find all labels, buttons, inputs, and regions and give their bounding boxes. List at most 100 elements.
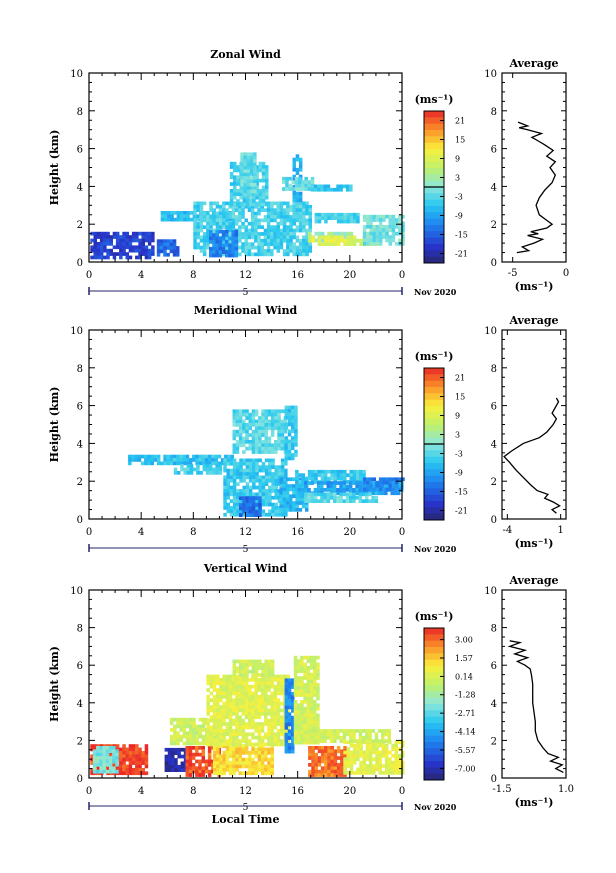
heatmap-cell [244, 691, 249, 696]
heatmap-cell [122, 751, 126, 755]
heatmap-cell [349, 750, 354, 755]
heatmap-cell [225, 708, 230, 713]
heatmap-cell [180, 761, 185, 766]
heatmap-cell [313, 666, 317, 670]
heatmap-cell [264, 478, 269, 483]
heatmap-cell [185, 454, 190, 459]
heatmap-cell [228, 238, 232, 243]
heatmap-cell [242, 506, 246, 511]
heatmap-cell [282, 218, 287, 223]
heatmap-cell [375, 214, 380, 219]
heatmap-cell [207, 769, 212, 774]
heatmap-cell [276, 718, 281, 723]
heatmap-cell [245, 202, 250, 207]
heatmap-cell [282, 180, 286, 184]
heatmap-cell [291, 722, 295, 727]
heatmap-cell [311, 752, 315, 757]
average-x-tick-label: 0 [563, 268, 569, 279]
heatmap-cell [206, 712, 210, 716]
heatmap-cell [246, 169, 251, 174]
heatmap-cell [270, 691, 274, 696]
heatmap-cell [320, 184, 324, 189]
heatmap-cell [238, 754, 242, 759]
heatmap-cell [244, 238, 248, 243]
heatmap-cell [225, 245, 229, 250]
heatmap-cell [324, 763, 328, 767]
heatmap-cell [238, 423, 243, 427]
heatmap-cell [189, 464, 194, 468]
heatmap-cell [261, 465, 266, 469]
heatmap-cell [264, 502, 269, 507]
heatmap-cell [361, 499, 366, 503]
heatmap-cell [254, 669, 259, 674]
heatmap-cell [326, 735, 331, 740]
heatmap-cell [242, 419, 246, 424]
heatmap-cell [286, 708, 290, 713]
heatmap-cell [261, 485, 266, 490]
heatmap-cell [206, 245, 210, 250]
heatmap-cell [286, 204, 290, 209]
heatmap-cell [245, 458, 250, 463]
heatmap-cell [398, 221, 402, 226]
heatmap-cell [201, 773, 205, 777]
heatmap-cell [309, 720, 314, 725]
heatmap-cell [115, 231, 120, 236]
heatmap-cell [324, 216, 328, 220]
heatmap-cell [295, 195, 300, 199]
heatmap-cell [223, 482, 227, 486]
average-x-tick-label: 1 [557, 525, 563, 536]
heatmap-cell [219, 705, 223, 709]
heatmap-cell [257, 238, 261, 243]
heatmap-cell [239, 461, 243, 466]
heatmap-cell [192, 734, 196, 739]
heatmap-cell [225, 725, 230, 730]
heatmap-cell [313, 495, 318, 500]
heatmap-cell [394, 757, 398, 762]
heatmap-cell [295, 215, 300, 219]
heatmap-cell [245, 673, 249, 677]
heatmap-cell [313, 720, 317, 725]
heatmap-cell [260, 742, 265, 747]
heatmap-cell [267, 663, 272, 667]
heatmap-cell [366, 235, 370, 239]
heatmap-cell [264, 458, 269, 463]
heatmap-cell [261, 499, 266, 503]
heatmap-cell [218, 467, 223, 472]
heatmap-cell [270, 747, 274, 752]
heatmap-cell [209, 715, 214, 720]
heatmap-cell [196, 208, 200, 212]
colorbar-swatch [424, 697, 444, 705]
heatmap-cell [99, 248, 104, 253]
heatmap-cell [293, 659, 298, 663]
heatmap-cell [380, 484, 385, 489]
heatmap-cell [277, 440, 281, 444]
heatmap-cell [391, 477, 396, 482]
heatmap-cell [374, 735, 379, 740]
heatmap-cell [185, 731, 190, 736]
heatmap-cell [297, 491, 302, 496]
heatmap-cell [308, 242, 312, 246]
heatmap-cell [294, 180, 299, 184]
heatmap-cell [276, 235, 280, 240]
heatmap-cell [96, 746, 100, 750]
heatmap-cell [228, 215, 232, 219]
heatmap-cell [257, 701, 262, 706]
heatmap-cell [295, 157, 300, 162]
heatmap-cell [384, 732, 388, 737]
heatmap-cell [333, 735, 337, 740]
heatmap-cell [343, 773, 347, 777]
heatmap-cell [238, 701, 242, 706]
heatmap-cell [226, 509, 230, 514]
heatmap-cell [372, 214, 376, 219]
heatmap-cell [274, 482, 278, 486]
heatmap-cell [212, 201, 216, 206]
heatmap-cell [209, 221, 213, 226]
heatmap-cell [310, 735, 315, 740]
heatmap-cell [273, 684, 278, 689]
heatmap-cell [238, 440, 243, 444]
heatmap-cell [90, 744, 94, 748]
average-y-tick-label: 10 [484, 326, 497, 337]
average-x-tick-label: -5 [508, 268, 518, 279]
heatmap-cell [291, 678, 295, 683]
heatmap-cell [245, 440, 249, 444]
